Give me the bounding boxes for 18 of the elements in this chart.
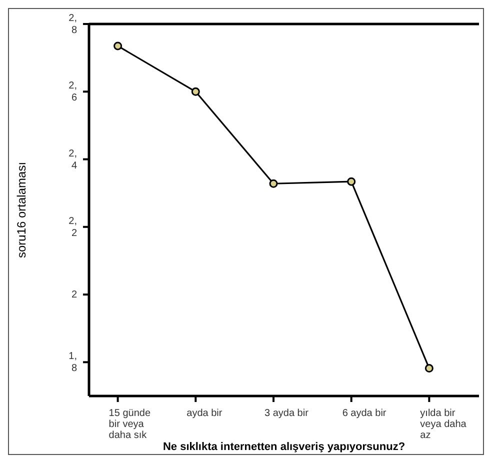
y-tick-label: 2 bbox=[71, 290, 78, 301]
x-tick-label: 3 ayda bir bbox=[264, 408, 310, 419]
x-axis-title: Ne sıklıkta internetten alışveriş yapıyorsunuz? bbox=[162, 441, 406, 453]
y-tick-label: 1,8 bbox=[68, 351, 78, 374]
y-axis-title: soru16 ortalaması bbox=[14, 162, 28, 258]
y-tick-label: 2,6 bbox=[68, 80, 78, 104]
point bbox=[191, 87, 200, 96]
point bbox=[269, 179, 278, 188]
y-tick-label: 2,2 bbox=[68, 216, 78, 239]
x-tick-label: 15 günde bir veya daha sık bbox=[108, 408, 151, 441]
y-tick-label: 2,4 bbox=[68, 148, 78, 172]
x-tick-label: ayda bir bbox=[186, 408, 223, 419]
x-tick-label: 6 ayda bir bbox=[342, 408, 387, 419]
point bbox=[424, 364, 434, 373]
y-tick-label: 2,8 bbox=[68, 13, 78, 36]
x-tick-label: yılda bir veya daha az bbox=[420, 408, 467, 441]
point bbox=[114, 42, 122, 50]
point bbox=[347, 177, 356, 186]
